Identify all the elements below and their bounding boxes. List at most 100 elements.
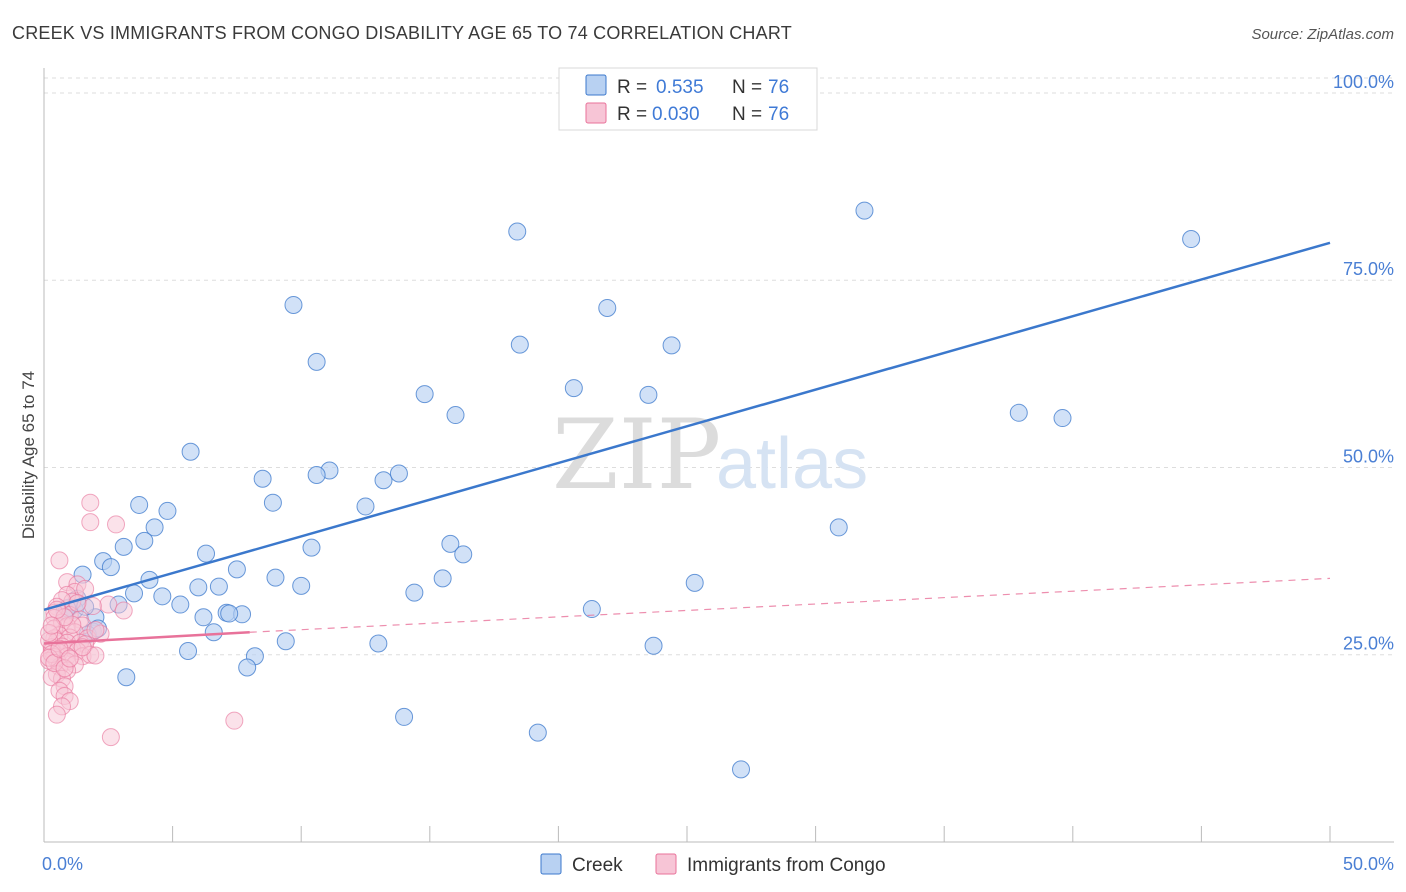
y-axis-label: Disability Age 65 to 74: [19, 371, 38, 539]
creek-point: [130, 495, 149, 514]
creek-point: [194, 608, 213, 627]
legend-creek-n-value: 76: [768, 77, 789, 98]
creek-point: [181, 442, 200, 461]
creek-point: [307, 465, 326, 484]
creek-point: [639, 385, 658, 404]
congo-point: [50, 551, 69, 570]
y-tick-label: 25.0%: [1343, 634, 1394, 654]
creek-point: [356, 497, 375, 516]
watermark-zip: ZIP: [552, 399, 721, 511]
y-tick-labels: 25.0% 50.0% 75.0% 100.0%: [1333, 72, 1394, 654]
congo-trend-extension: [249, 577, 1331, 633]
creek-point: [528, 723, 547, 742]
creek-point: [662, 336, 681, 355]
creek-point: [433, 569, 452, 588]
bottom-legend-creek: Creek: [572, 855, 623, 876]
creek-point: [197, 544, 216, 563]
creek-point: [227, 560, 246, 579]
legend-swatch-creek: [585, 74, 607, 96]
x-axis-ticks: [172, 826, 1331, 842]
creek-point: [266, 568, 285, 587]
legend-congo-r-value: 0.030: [652, 104, 700, 125]
creek-point: [189, 578, 208, 597]
creek-point: [276, 632, 295, 651]
creek-point: [405, 583, 424, 602]
congo-point: [60, 649, 79, 668]
creek-point: [220, 604, 239, 623]
creek-point: [302, 538, 321, 557]
creek-point: [454, 545, 473, 564]
legend-creek-n-label: N =: [732, 77, 762, 98]
legend-congo-n-value: 76: [768, 104, 789, 125]
congo-point: [83, 597, 102, 616]
creek-point: [1182, 230, 1201, 249]
bottom-legend-swatch-congo: [655, 853, 677, 875]
congo-point: [81, 513, 100, 532]
creek-point: [135, 531, 154, 550]
legend: R = 0.535 N = 76 R = 0.030 N = 76: [558, 67, 818, 131]
congo-point: [81, 493, 100, 512]
congo-point: [99, 595, 118, 614]
watermark-atlas: atlas: [716, 424, 868, 504]
creek-point: [145, 518, 164, 537]
congo-trend-line: [43, 631, 250, 645]
creek-point: [117, 668, 136, 687]
creek-point: [1053, 409, 1072, 428]
bottom-legend: Creek Immigrants from Congo: [540, 853, 886, 876]
creek-point: [441, 534, 460, 553]
chart-source: Source: ZipAtlas.com: [1251, 26, 1394, 43]
legend-congo-n-label: N =: [732, 104, 762, 125]
bottom-legend-swatch-creek: [540, 853, 562, 875]
creek-point: [685, 573, 704, 592]
creek-point: [284, 295, 303, 314]
x-tick-labels: 0.0% 50.0%: [42, 854, 1394, 874]
congo-points: [40, 493, 244, 747]
creek-point: [644, 636, 663, 655]
creek-point: [263, 493, 282, 512]
y-tick-label: 100.0%: [1333, 72, 1394, 92]
creek-point: [389, 464, 408, 483]
congo-point: [47, 705, 66, 724]
legend-swatch-congo: [585, 102, 607, 124]
creek-point: [415, 385, 434, 404]
creek-point: [829, 518, 848, 537]
creek-point: [855, 201, 874, 220]
creek-point: [158, 501, 177, 520]
bottom-legend-congo: Immigrants from Congo: [687, 855, 886, 876]
creek-point: [510, 335, 529, 354]
creek-point: [204, 623, 223, 642]
creek-trend-line: [43, 241, 1331, 612]
x-tick-label: 0.0%: [42, 854, 83, 874]
creek-point: [114, 537, 133, 556]
creek-point: [292, 576, 311, 595]
creek-point: [395, 707, 414, 726]
creek-point: [101, 558, 120, 577]
legend-creek-r-value: 0.535: [656, 77, 704, 98]
gridlines: [44, 77, 1394, 656]
creek-point: [238, 658, 257, 677]
y-tick-label: 75.0%: [1343, 259, 1394, 279]
congo-point: [86, 646, 105, 665]
creek-point: [369, 634, 388, 653]
x-tick-label: 50.0%: [1343, 854, 1394, 874]
creek-point: [125, 584, 144, 603]
creek-point: [179, 642, 198, 660]
creek-point: [732, 760, 751, 779]
legend-congo-r-label: R =: [617, 104, 647, 125]
creek-point: [307, 352, 326, 371]
y-tick-label: 50.0%: [1343, 446, 1394, 466]
chart-title: CREEK VS IMMIGRANTS FROM CONGO DISABILIT…: [12, 23, 792, 43]
creek-point: [564, 379, 583, 398]
creek-point: [253, 469, 272, 488]
creek-point: [446, 406, 465, 425]
congo-point: [114, 601, 133, 620]
congo-point: [42, 616, 61, 635]
trend-lines: [43, 241, 1331, 645]
creek-point: [374, 471, 393, 490]
creek-point: [209, 577, 228, 596]
congo-point: [73, 638, 92, 657]
creek-point: [508, 222, 527, 241]
congo-point: [86, 621, 105, 640]
congo-point: [107, 515, 126, 534]
